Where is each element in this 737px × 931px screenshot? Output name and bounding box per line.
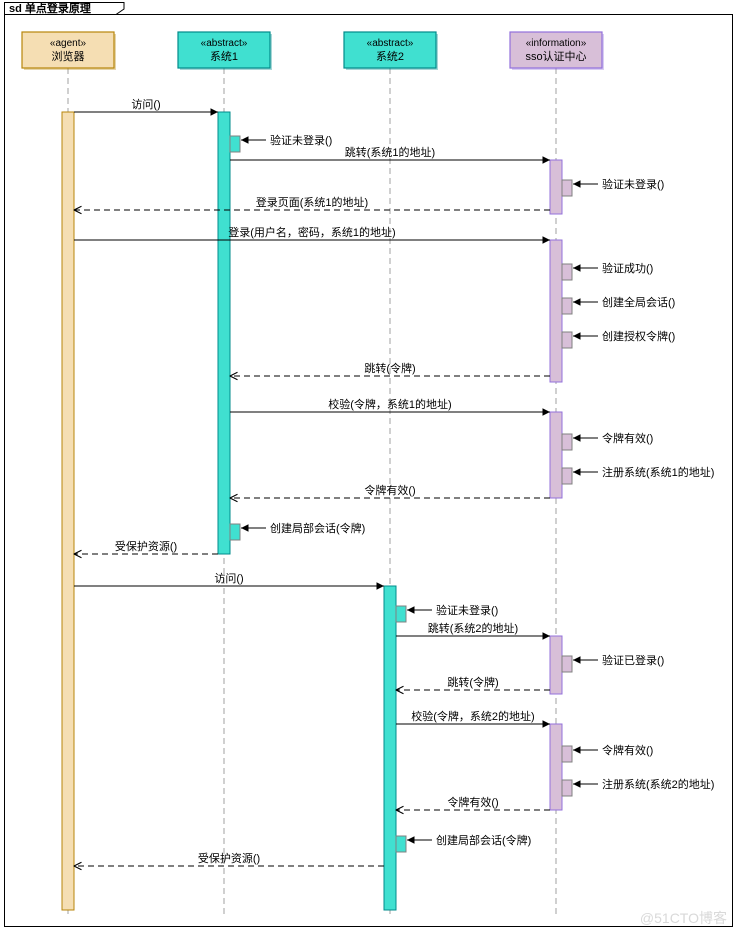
activation-sso: [550, 724, 562, 810]
self-exec: [562, 780, 572, 796]
self-label: 创建授权令牌(): [602, 329, 675, 343]
self-label: 注册系统(系统1的地址): [602, 465, 714, 479]
self-exec: [562, 434, 572, 450]
activation-sso: [550, 412, 562, 498]
participant-stereo: «agent»: [50, 38, 87, 49]
participant-stereo: «information»: [526, 38, 587, 49]
participant-sys1: «abstract»系统1: [178, 32, 270, 68]
self-exec: [396, 836, 406, 852]
message-label: 登录(用户名，密码，系统1的地址): [228, 225, 395, 239]
self-label: 注册系统(系统2的地址): [602, 777, 714, 791]
message-label: 受保护资源(): [115, 539, 177, 553]
self-label: 验证未登录(): [602, 177, 664, 191]
participant-sys2: «abstract»系统2: [344, 32, 436, 68]
participant-stereo: «abstract»: [367, 38, 414, 49]
self-exec: [562, 264, 572, 280]
self-exec: [562, 746, 572, 762]
self-label: 创建全局会话(): [602, 295, 675, 309]
self-exec: [562, 332, 572, 348]
message-label: 跳转(系统1的地址): [345, 145, 435, 159]
message-label: 校验(令牌，系统1的地址): [328, 397, 451, 411]
self-label: 验证未登录(): [436, 603, 498, 617]
message-label: 跳转(令牌): [447, 675, 498, 689]
frame-title: sd 单点登录原理: [9, 1, 91, 15]
message-label: 受保护资源(): [198, 851, 260, 865]
self-label: 令牌有效(): [602, 743, 653, 757]
self-exec: [562, 298, 572, 314]
message-label: 校验(令牌，系统2的地址): [411, 709, 534, 723]
message-label: 跳转(系统2的地址): [428, 621, 518, 635]
activation-sso: [550, 636, 562, 694]
self-label: 验证已登录(): [602, 653, 664, 667]
participant-name: 浏览器: [52, 49, 85, 63]
participant-stereo: «abstract»: [201, 38, 248, 49]
message-label: 令牌有效(): [447, 795, 498, 809]
participant-name: 系统1: [210, 50, 238, 63]
participant-name: sso认证中心: [525, 50, 586, 63]
participant-name: 系统2: [376, 50, 404, 63]
self-exec: [396, 606, 406, 622]
self-exec: [562, 656, 572, 672]
message-label: 访问(): [214, 572, 243, 585]
message-label: 登录页面(系统1的地址): [256, 195, 368, 209]
activation-sys2: [384, 586, 396, 910]
watermark: @51CTO博客: [640, 910, 727, 926]
self-exec: [562, 180, 572, 196]
participant-sso: «information»sso认证中心: [510, 32, 602, 68]
self-exec: [562, 468, 572, 484]
self-label: 令牌有效(): [602, 431, 653, 445]
activation-browser: [62, 112, 74, 910]
message-label: 访问(): [131, 98, 160, 111]
self-label: 创建局部会话(令牌): [436, 833, 531, 847]
self-label: 验证成功(): [602, 261, 653, 275]
self-label: 验证未登录(): [270, 133, 332, 147]
self-exec: [230, 136, 240, 152]
activation-sso: [550, 160, 562, 214]
self-exec: [230, 524, 240, 540]
activation-sys1: [218, 112, 230, 554]
self-label: 创建局部会话(令牌): [270, 521, 365, 535]
activation-sso: [550, 240, 562, 382]
message-label: 跳转(令牌): [364, 361, 415, 375]
message-label: 令牌有效(): [364, 483, 415, 497]
participant-browser: «agent»浏览器: [22, 32, 114, 68]
